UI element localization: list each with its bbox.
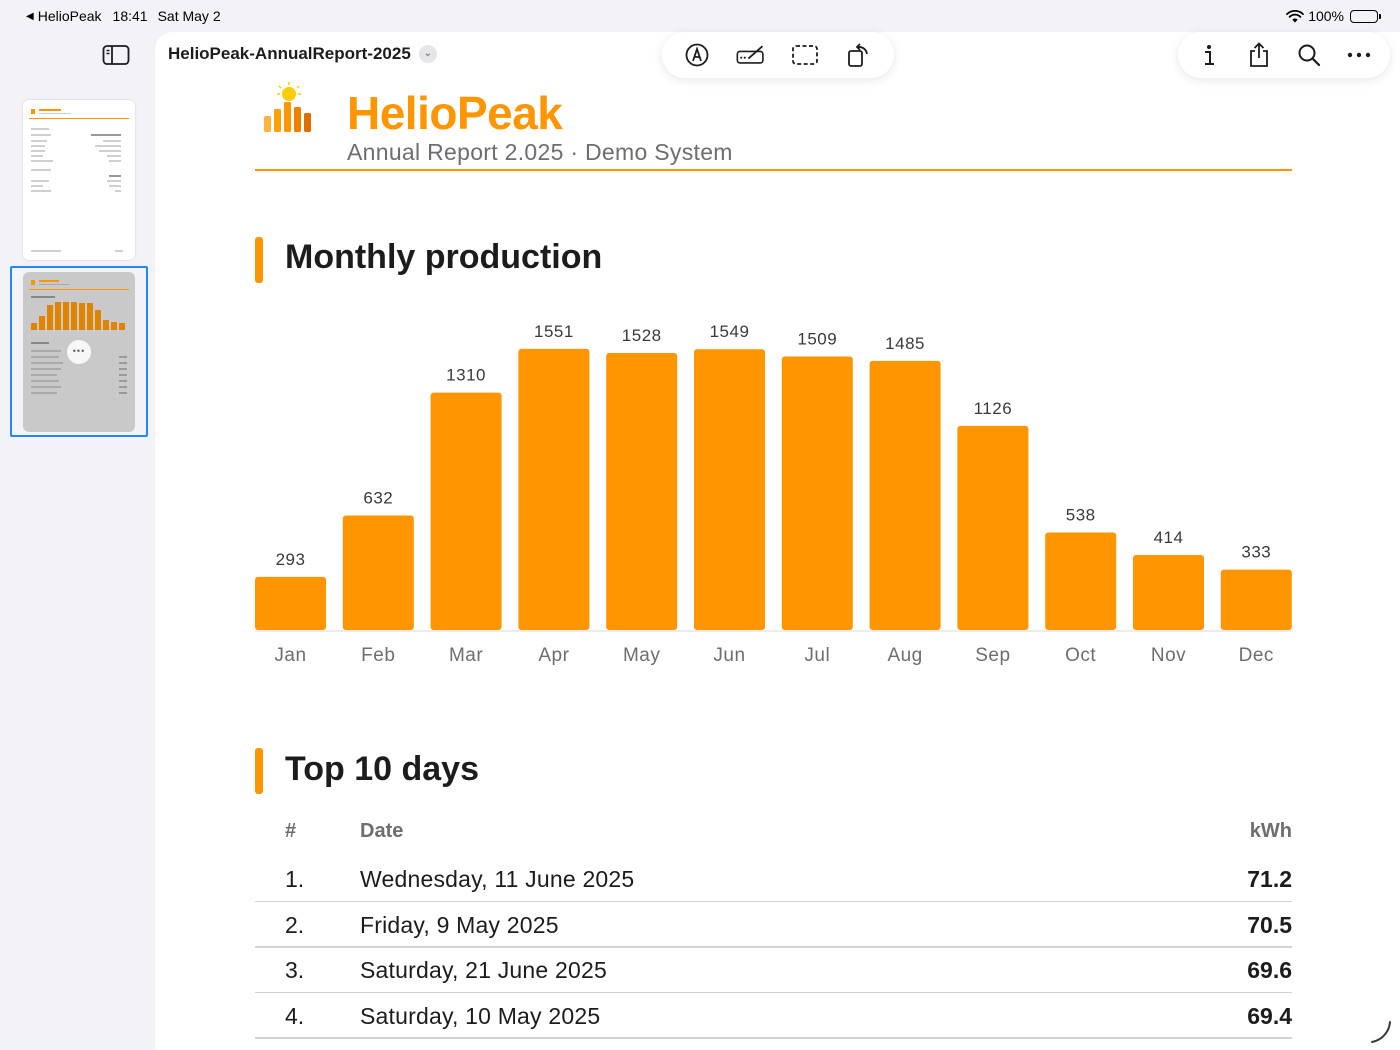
- row-divider: [255, 946, 1292, 948]
- bar-mar: [430, 392, 502, 630]
- bar-jul: [781, 356, 853, 630]
- section-title-monthly: Monthly production: [285, 238, 603, 276]
- bar-value-label: 1528: [622, 326, 662, 345]
- x-tick-label: Jan: [274, 645, 306, 666]
- clock: 18:41: [112, 8, 148, 24]
- section-accent-bar: [255, 748, 263, 794]
- bar-value-label: 414: [1154, 528, 1184, 547]
- row-index: 3.: [285, 957, 305, 983]
- document-actions-toolbar: [1178, 32, 1390, 78]
- bar-value-label: 1485: [885, 334, 925, 353]
- bar-value-label: 1310: [446, 366, 486, 385]
- x-tick-label: Jun: [713, 645, 745, 666]
- highlighter-icon[interactable]: [736, 40, 766, 70]
- sidebar-toggle-icon[interactable]: [102, 44, 130, 66]
- wifi-icon: [1286, 9, 1305, 22]
- bar-value-label: 293: [276, 550, 306, 569]
- bar-dec: [1220, 569, 1292, 630]
- bar-oct: [1045, 532, 1117, 630]
- bar-value-label: 333: [1241, 543, 1271, 562]
- x-tick-label: Oct: [1065, 645, 1096, 666]
- document-title: HelioPeak-AnnualReport-2025: [168, 44, 411, 63]
- bar-value-label: 1126: [974, 399, 1013, 418]
- x-tick-label: Sep: [975, 645, 1010, 666]
- bar-nov: [1133, 554, 1204, 630]
- battery-percent: 100%: [1308, 8, 1344, 24]
- row-kwh: 69.4: [1247, 1002, 1292, 1029]
- row-kwh: 70.5: [1247, 911, 1292, 938]
- x-tick-label: Dec: [1239, 645, 1274, 666]
- document-title-button[interactable]: HelioPeak-AnnualReport-2025 ⌄: [168, 44, 437, 64]
- bar-value-label: 632: [363, 488, 393, 507]
- table-row: 1. Wednesday, 11 June 2025 71.2: [255, 856, 1292, 902]
- status-left: ◀ HelioPeak 18:41 Sat May 2: [26, 8, 221, 24]
- selection-icon[interactable]: [790, 40, 820, 70]
- page-thumbnail-1[interactable]: [23, 100, 135, 260]
- status-bar: ◀ HelioPeak 18:41 Sat May 2 100%: [0, 0, 1400, 32]
- column-header-kwh: kWh: [1249, 820, 1292, 842]
- row-index: 2.: [285, 911, 305, 938]
- markup-pen-icon[interactable]: [682, 40, 712, 70]
- date-label: Sat May 2: [157, 8, 221, 24]
- section-title-top-days: Top 10 days: [285, 750, 479, 788]
- bar-aug: [869, 360, 941, 630]
- rotate-icon[interactable]: [844, 40, 874, 70]
- bar-value-label: 538: [1066, 505, 1096, 524]
- bar-jun: [694, 349, 765, 630]
- status-right: 100%: [1286, 8, 1381, 24]
- bar-may: [606, 353, 678, 630]
- back-arrow-icon[interactable]: ◀: [26, 10, 34, 22]
- row-index: 1.: [285, 866, 305, 892]
- report-subtitle: Annual Report 2.025 · Demo System: [347, 139, 733, 165]
- row-index: 4.: [285, 1002, 305, 1029]
- bar-value-label: 1549: [710, 322, 750, 341]
- chevron-down-icon: ⌄: [418, 45, 437, 63]
- row-date: Friday, 9 May 2025: [360, 911, 559, 938]
- info-icon[interactable]: [1194, 40, 1224, 70]
- bar-value-label: 1551: [534, 322, 574, 341]
- thumbnail-more-button[interactable]: •••: [67, 340, 91, 364]
- battery-icon: [1350, 9, 1381, 23]
- more-icon[interactable]: [1344, 40, 1374, 70]
- column-header-date: Date: [360, 820, 404, 842]
- row-date: Wednesday, 11 June 2025: [360, 866, 635, 892]
- x-tick-label: Mar: [449, 645, 483, 666]
- table-row: 2. Friday, 9 May 2025 70.5: [255, 902, 1292, 948]
- bar-sep: [957, 425, 1029, 630]
- x-tick-label: Nov: [1151, 645, 1186, 666]
- page-thumbnail-2[interactable]: •••: [23, 272, 135, 432]
- x-tick-label: Jul: [804, 645, 830, 666]
- table-row: 3. Saturday, 21 June 2025 69.6: [255, 947, 1292, 993]
- bar-value-label: 1509: [797, 329, 837, 348]
- search-icon[interactable]: [1294, 40, 1324, 70]
- markup-tools-toolbar: [662, 32, 894, 78]
- back-app-label[interactable]: HelioPeak: [37, 8, 102, 24]
- row-date: Saturday, 21 June 2025: [360, 957, 607, 983]
- row-kwh: 71.2: [1247, 866, 1292, 892]
- thumbnail-sidebar: •••: [10, 32, 148, 1040]
- monthly-production-chart: 293 Jan 632 Feb 1310 Mar 1551 Apr 1528 May 1549 Jun…: [255, 322, 1292, 666]
- x-tick-label: Feb: [361, 645, 395, 666]
- x-tick-label: Apr: [538, 645, 569, 666]
- column-header-index: #: [285, 820, 297, 842]
- resize-handle-icon[interactable]: [1366, 1018, 1392, 1044]
- row-date: Saturday, 10 May 2025: [360, 1002, 601, 1029]
- brand-title: HelioPeak: [347, 87, 563, 139]
- selected-page-frame: [10, 266, 148, 437]
- row-kwh: 69.6: [1247, 957, 1292, 983]
- row-divider: [255, 900, 1292, 902]
- x-tick-label: May: [623, 645, 660, 666]
- x-tick-label: Aug: [887, 645, 922, 666]
- header-divider: [255, 169, 1292, 171]
- table-row: 4. Saturday, 10 May 2025 69.4: [255, 993, 1292, 1039]
- row-divider: [255, 991, 1292, 993]
- bar-feb: [342, 515, 414, 630]
- row-divider: [255, 1037, 1292, 1039]
- bar-jan: [255, 576, 326, 630]
- bar-apr: [518, 348, 590, 630]
- share-icon[interactable]: [1244, 40, 1274, 70]
- heliopeak-logo: [264, 82, 311, 132]
- section-accent-bar: [255, 237, 263, 283]
